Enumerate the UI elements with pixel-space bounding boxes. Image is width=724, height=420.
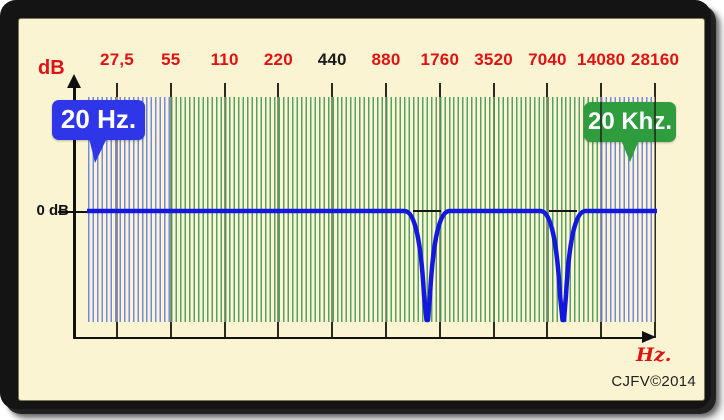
x-axis-title: Hz. <box>636 344 672 366</box>
x-axis-arrow-icon <box>642 331 656 343</box>
credit-text: CJFV©2014 <box>611 373 696 390</box>
octave-tick-label: 55 <box>161 50 181 69</box>
octave-tick-label: 110 <box>210 50 239 69</box>
mid-green-band <box>171 97 601 322</box>
callout-low-pointer-icon <box>89 138 107 163</box>
x-axis-line <box>73 336 645 339</box>
callout-high-pointer-icon <box>621 140 639 162</box>
octave-tick-label: 3520 <box>474 50 513 69</box>
callout-high-box: 20 Khz. <box>584 102 676 142</box>
octave-gridline-overlay <box>654 102 656 142</box>
octave-tick-label: 27,5 <box>100 50 134 69</box>
octave-tick-label: 880 <box>371 50 401 69</box>
notch-baseline <box>413 209 441 212</box>
callout-low-box: 20 Hz. <box>52 100 145 140</box>
octave-tick-label: 220 <box>263 50 293 69</box>
notch-baseline <box>549 209 577 212</box>
callout-low-label: 20 Hz. <box>60 104 137 134</box>
y-axis-arrow-icon <box>67 74 81 88</box>
zero-db-tick <box>58 211 87 214</box>
octave-tick-label: 14080 <box>577 50 626 69</box>
octave-tick-label: 7040 <box>528 50 567 69</box>
zero-db-label: 0 dB <box>36 202 69 219</box>
octave-tick-label: 440 <box>317 50 347 69</box>
octave-tick-label: 28160 <box>630 50 680 69</box>
octave-tick-label: 1760 <box>420 50 460 69</box>
y-axis-title: dB <box>38 57 65 79</box>
octave-gridline-overlay <box>600 102 602 142</box>
